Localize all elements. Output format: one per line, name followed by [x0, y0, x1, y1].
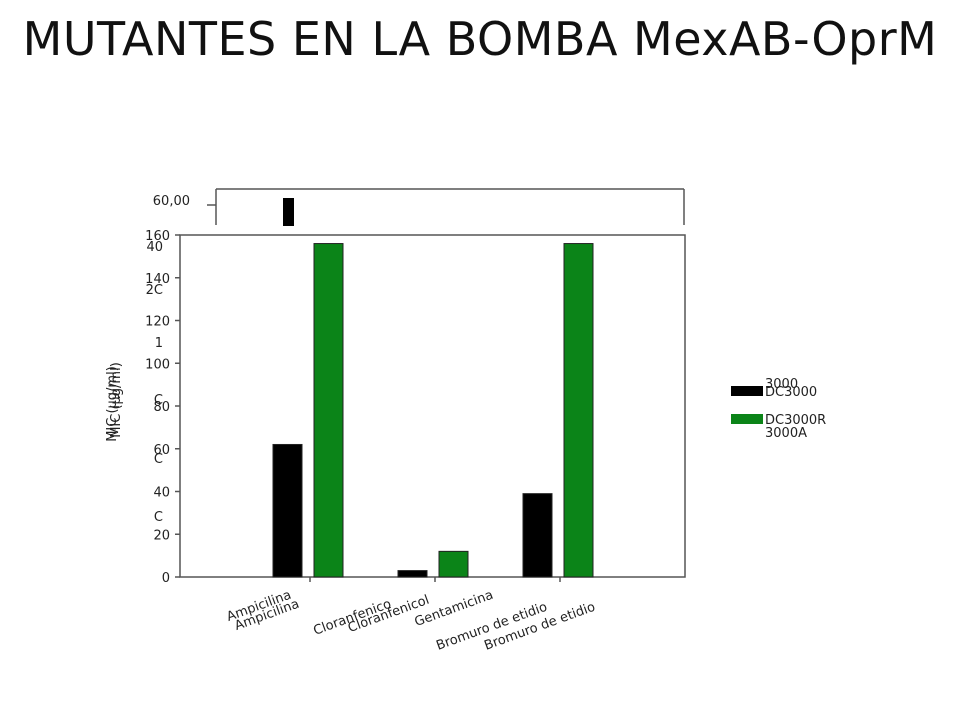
- ghost-legend-label: 3000A: [765, 426, 807, 441]
- chart-axes: [175, 234, 686, 582]
- legend-swatch-dc3000r: [731, 414, 763, 424]
- y-tick-label: 80: [153, 400, 170, 415]
- ghost-legend-label: 3000: [765, 377, 798, 392]
- y-axis-label: MIC (µg/ml): [109, 362, 124, 438]
- bar-dc3000-0: [272, 443, 303, 578]
- bar-dc3000r-0: [313, 243, 344, 578]
- ghost-y-label: 40: [146, 240, 163, 255]
- chart-bars: [272, 243, 594, 578]
- y-tick-label: 160: [145, 229, 170, 244]
- ghost-y-label: C: [154, 452, 163, 467]
- bar-dc3000-1: [397, 570, 428, 578]
- ghost-y-label: 2C: [146, 283, 163, 298]
- y-tick-label: 140: [145, 272, 170, 287]
- ghost-y-axis-label: MIC (µg/ml): [105, 366, 120, 442]
- y-tick-label: 20: [153, 528, 170, 543]
- inset-chart-fragment: 60,00: [153, 188, 685, 226]
- ghost-y-label: 1: [155, 336, 163, 351]
- inset-bar: [283, 198, 294, 226]
- bar-dc3000r-2: [563, 243, 594, 578]
- y-tick-label: 40: [153, 486, 170, 501]
- legend-label-dc3000r: DC3000R: [765, 413, 826, 428]
- plot-frame: [179, 234, 686, 578]
- ghost-y-label: C: [154, 393, 163, 408]
- legend-swatch-dc3000: [731, 386, 763, 396]
- chart-legend: DC3000 DC3000R 3000 3000A: [731, 377, 826, 441]
- y-tick-label: 0: [162, 571, 170, 586]
- y-tick-label: 60: [153, 443, 170, 458]
- ghost-y-label: C: [154, 510, 163, 525]
- legend-label-dc3000: DC3000: [765, 385, 817, 400]
- slide-title: MUTANTES EN LA BOMBA MexAB-OprM: [22, 12, 938, 66]
- y-tick-label: 120: [145, 315, 170, 330]
- bar-dc3000-2: [522, 493, 553, 578]
- bar-dc3000r-1: [438, 550, 469, 578]
- y-tick-label: 100: [145, 357, 170, 372]
- inset-tick-label: 60,00: [153, 194, 190, 209]
